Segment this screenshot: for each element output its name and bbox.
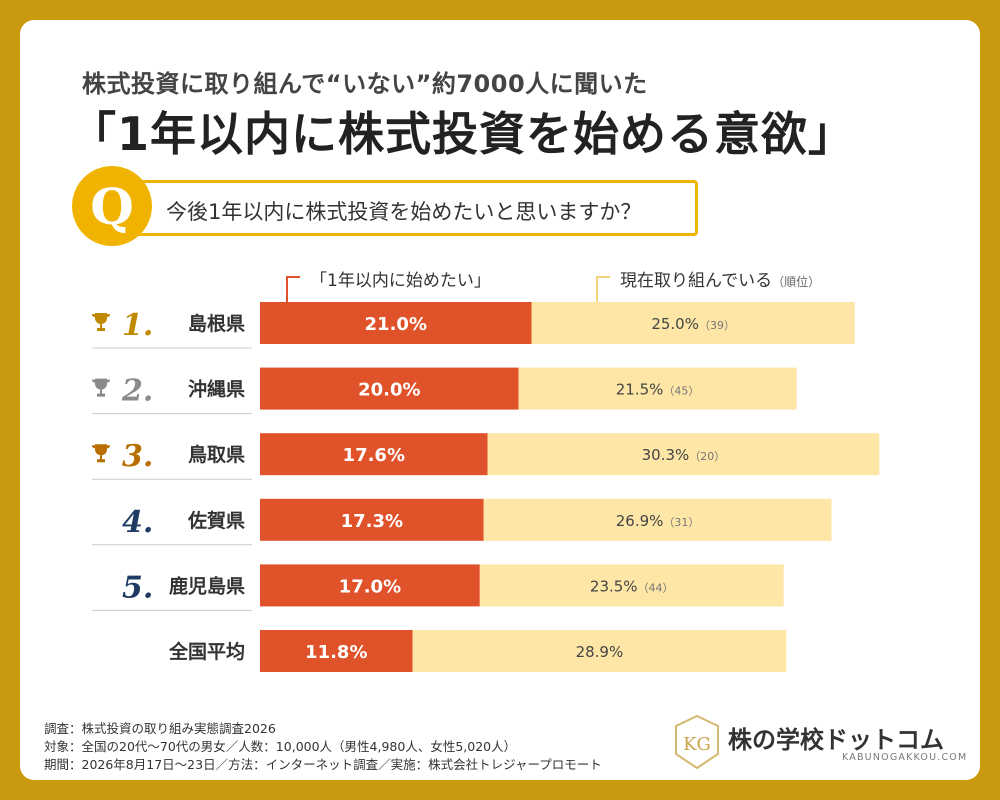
survey-footer: 調査：株式投資の取り組み実態調査2026 対象：全国の20代～70代の男女／人数… (44, 720, 602, 774)
bar-secondary (412, 630, 787, 672)
subtitle: 株式投資に取り組んで“いない”約7000人に聞いた (82, 70, 648, 98)
bar-secondary (483, 498, 832, 541)
legend-secondary-marker (596, 276, 610, 302)
category-label: 全国平均 (168, 640, 245, 663)
category-label: 島根県 (188, 312, 245, 335)
rank-number: 4. (122, 505, 153, 540)
category-label: 鳥取県 (188, 443, 245, 466)
category-label: 佐賀県 (187, 509, 245, 532)
bar-primary (260, 498, 484, 541)
brand-logo-icon: KG (675, 714, 719, 770)
legend-secondary-note: （順位） (772, 275, 821, 289)
bar-secondary-value: 28.9% (576, 643, 624, 661)
footer-survey-line: 調査：株式投資の取り組み実態調査2026 (44, 721, 276, 736)
bar-primary-value: 17.3% (341, 511, 403, 532)
legend-primary-label: 「1年以内に始めたい」 (310, 271, 491, 291)
bar-secondary-value: 23.5%（44） (590, 577, 674, 595)
category-label: 鹿児島県 (169, 574, 245, 597)
legend-primary-marker (286, 276, 300, 302)
footer-target-line: 対象：全国の20代～70代の男女／人数：10,000人（男性4,980人、女性5… (44, 739, 517, 754)
bar-primary-value: 21.0% (365, 314, 427, 335)
stacked-bar-chart: 1. 島根県 21.0% 25.0%（39） 2. 沖縄県 20.0% 21.5%（45） 3.… (92, 302, 880, 672)
trophy-icon (92, 313, 110, 331)
bar-secondary-value: 26.9%（31） (616, 512, 700, 530)
bar-secondary (479, 564, 784, 607)
rank-number: 5. (122, 570, 153, 605)
page-title: 「1年以内に株式投資を始める意欲」 (70, 107, 856, 161)
infographic-card: 株式投資に取り組んで“いない”約7000人に聞いた 「1年以内に株式投資を始める… (20, 20, 980, 780)
question-text: 今後1年以内に株式投資を始めたいと思いますか？ (166, 200, 642, 224)
bar-primary (260, 302, 532, 344)
rank-number: 1. (122, 308, 153, 343)
bar-primary (260, 433, 488, 476)
bar-primary (260, 630, 413, 672)
bar-secondary (531, 302, 855, 344)
bar-secondary-value: 21.5%（45） (616, 381, 700, 399)
bar-secondary (518, 367, 797, 410)
question-icon: Q (72, 166, 152, 246)
bar-primary-value: 20.0% (358, 380, 420, 401)
bar-primary (260, 564, 480, 607)
bar-primary-value: 11.8% (305, 642, 367, 663)
bar-primary (260, 367, 519, 410)
trophy-icon (92, 378, 110, 397)
rank-number: 2. (121, 374, 153, 409)
bar-primary-value: 17.6% (343, 445, 405, 466)
svg-text:KG: KG (683, 734, 711, 755)
trophy-icon (92, 444, 110, 463)
brand-name: 株の学校ドットコム (728, 726, 944, 754)
bar-secondary-value: 25.0%（39） (651, 315, 735, 333)
bar-secondary (487, 433, 880, 476)
legend-secondary-text: 現在取り組んでいる (620, 271, 773, 291)
bar-secondary-value: 30.3%（20） (642, 446, 726, 464)
rank-number: 3. (122, 439, 153, 474)
brand-url: KABUNOGAKKOU.COM (842, 752, 968, 763)
bar-primary-value: 17.0% (339, 576, 401, 597)
legend-secondary-label: 現在取り組んでいる（順位） (620, 266, 820, 291)
footer-period-line: 期間：2026年8月17日～23日／方法：インターネット調査／実施：株式会社トレ… (44, 757, 602, 772)
category-label: 沖縄県 (188, 378, 245, 401)
